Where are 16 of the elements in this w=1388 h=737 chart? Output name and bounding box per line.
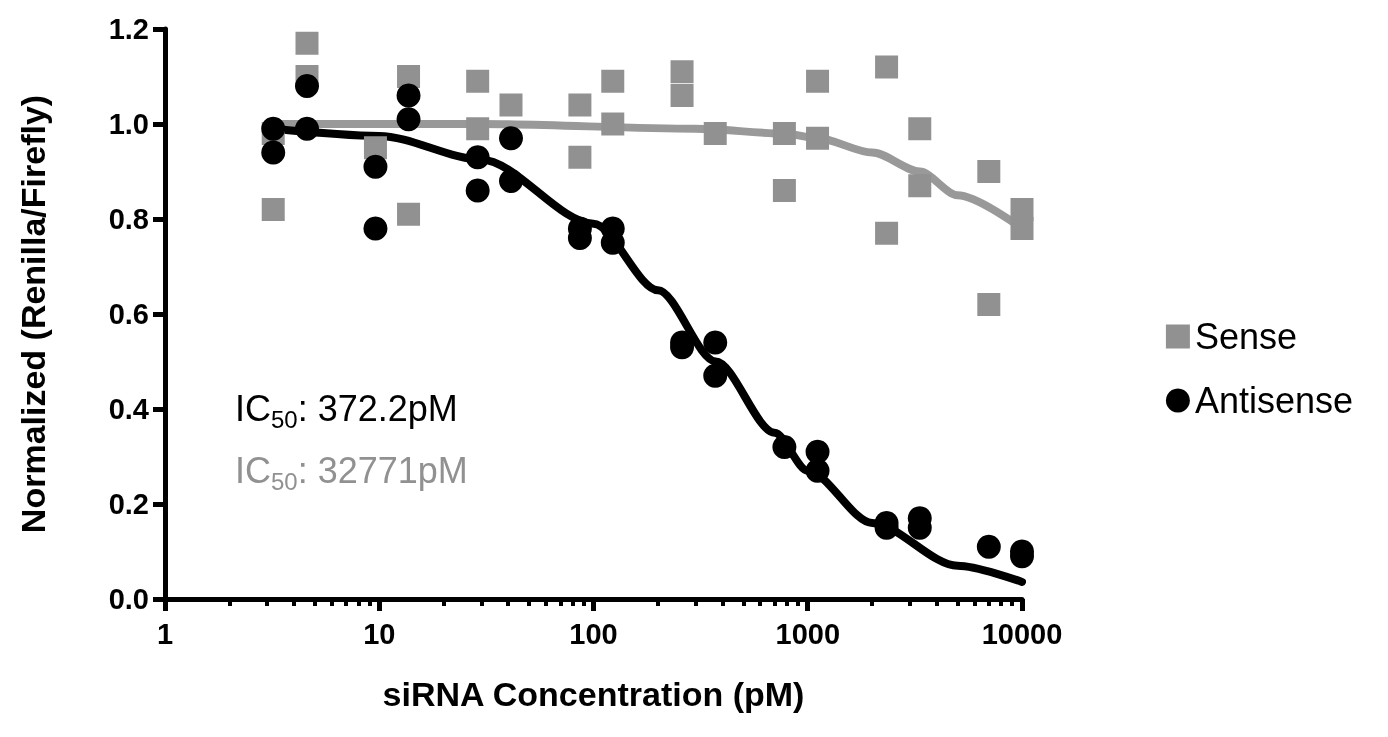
x-axis-title: siRNA Concentration (pM): [382, 675, 805, 713]
x-tick-label: 10000: [981, 617, 1063, 650]
y-axis-title: Normalized (Renilla/Firefly): [14, 94, 52, 534]
legend-label: Sense: [1194, 316, 1297, 357]
x-tick-label: 1000: [775, 617, 841, 650]
y-tick-label: 1.2: [108, 13, 149, 45]
y-tick-label: 0.4: [108, 393, 149, 425]
x-tick-label: 10: [363, 617, 396, 650]
legend-label: Antisense: [1194, 380, 1354, 421]
y-tick-label: 0.8: [108, 203, 149, 235]
y-tick-label: 0.6: [108, 298, 149, 330]
x-tick-label: 100: [569, 617, 618, 650]
y-tick-label: 0.0: [108, 583, 149, 615]
x-tick-label: 1: [156, 617, 174, 650]
y-tick-label: 0.2: [108, 488, 149, 520]
y-tick-label: 1.0: [108, 108, 149, 140]
